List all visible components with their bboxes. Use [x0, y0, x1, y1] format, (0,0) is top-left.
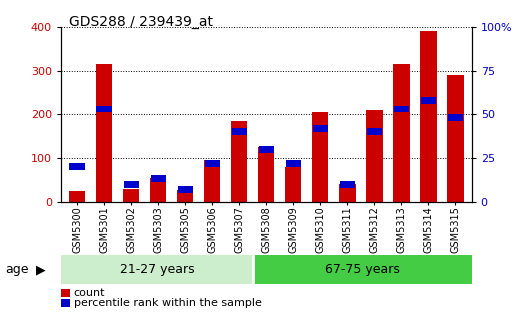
Bar — [259, 146, 274, 153]
Bar — [448, 114, 463, 121]
Bar — [366, 110, 383, 202]
Bar — [231, 121, 248, 202]
Bar — [69, 163, 85, 170]
Bar — [313, 125, 328, 132]
Bar — [178, 186, 193, 193]
Text: age: age — [5, 263, 29, 276]
Bar — [61, 255, 253, 284]
Text: 21-27 years: 21-27 years — [120, 263, 194, 276]
Bar — [340, 181, 355, 187]
Bar — [232, 128, 247, 135]
Bar — [312, 112, 329, 202]
Bar — [204, 160, 220, 202]
Text: count: count — [74, 288, 105, 298]
Text: ▶: ▶ — [36, 263, 46, 276]
Text: percentile rank within the sample: percentile rank within the sample — [74, 298, 261, 308]
Bar — [253, 255, 472, 284]
Text: 67-75 years: 67-75 years — [325, 263, 400, 276]
Bar — [286, 160, 301, 167]
Bar — [69, 191, 85, 202]
Bar — [123, 190, 139, 202]
Bar — [339, 184, 356, 202]
Bar — [150, 177, 166, 202]
Bar — [285, 167, 302, 202]
Bar — [258, 147, 275, 202]
Bar — [393, 64, 410, 202]
Text: GDS288 / 239439_at: GDS288 / 239439_at — [69, 15, 213, 29]
Bar — [394, 106, 409, 113]
Bar — [96, 106, 112, 113]
Bar — [367, 128, 382, 135]
Bar — [447, 75, 464, 202]
Bar — [205, 160, 220, 167]
Bar — [96, 64, 112, 202]
Bar — [421, 97, 436, 104]
Bar — [177, 190, 193, 202]
Bar — [123, 181, 139, 187]
Bar — [420, 31, 437, 202]
Bar — [151, 175, 166, 182]
